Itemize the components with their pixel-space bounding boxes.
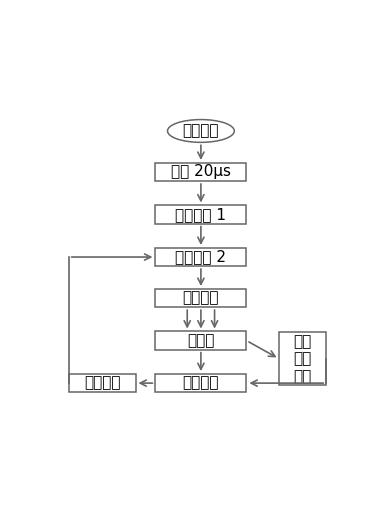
Text: 温度信号: 温度信号 — [84, 375, 120, 390]
Ellipse shape — [167, 119, 234, 142]
FancyBboxPatch shape — [155, 332, 247, 350]
FancyBboxPatch shape — [279, 332, 326, 385]
Text: 等待 20μs: 等待 20μs — [171, 164, 231, 179]
FancyBboxPatch shape — [155, 289, 247, 307]
Text: 发电机: 发电机 — [187, 333, 214, 348]
Text: 初始状态: 初始状态 — [183, 124, 219, 139]
Text: 汽车电瓶: 汽车电瓶 — [183, 375, 219, 390]
Text: 维护
涓细
电流: 维护 涓细 电流 — [294, 334, 312, 384]
FancyBboxPatch shape — [155, 163, 247, 181]
Text: 控制计算 1: 控制计算 1 — [175, 207, 227, 222]
FancyBboxPatch shape — [155, 205, 247, 224]
FancyBboxPatch shape — [155, 374, 247, 392]
Text: 控制输出: 控制输出 — [183, 290, 219, 305]
FancyBboxPatch shape — [155, 248, 247, 266]
Text: 控制计算 2: 控制计算 2 — [175, 250, 227, 265]
FancyBboxPatch shape — [69, 374, 136, 392]
